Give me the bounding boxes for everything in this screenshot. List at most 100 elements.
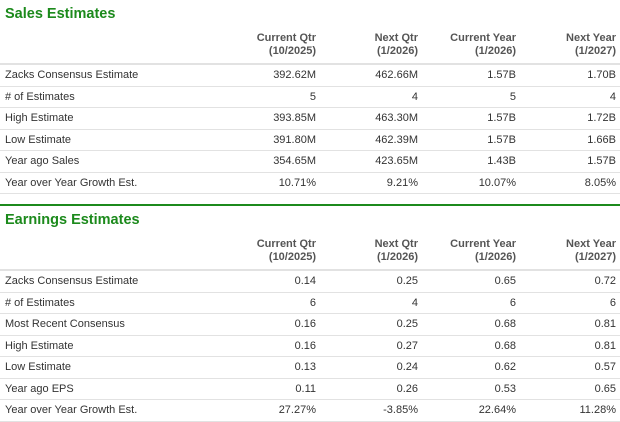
row-label: Most Recent Consensus xyxy=(0,313,218,336)
column-header: Next Year (1/2027) xyxy=(520,32,620,65)
table-row: Low Estimate 391.80M 462.39M 1.57B 1.66B xyxy=(0,129,620,151)
sales-estimates-table: Current Qtr (10/2025) Next Qtr (1/2026) Curr… xyxy=(0,32,620,194)
earnings-estimates-table: Current Qtr (10/2025) Next Qtr (1/2026) Curr… xyxy=(0,238,620,422)
cell-value: 0.25 xyxy=(320,270,422,293)
section-divider xyxy=(0,204,620,206)
cell-value: 27.27% xyxy=(218,399,320,422)
column-label: Current Year xyxy=(450,32,516,44)
cell-value: 5 xyxy=(422,86,520,108)
table-row: High Estimate 393.85M 463.30M 1.57B 1.72B xyxy=(0,107,620,130)
row-label: High Estimate xyxy=(0,335,218,357)
table-row: Year ago Sales 354.65M 423.65M 1.43B 1.57B xyxy=(0,150,620,173)
column-label: Next Qtr xyxy=(374,32,418,44)
cell-value: 0.14 xyxy=(218,270,320,293)
cell-value: 22.64% xyxy=(422,399,520,422)
column-header: Current Qtr (10/2025) xyxy=(218,238,320,271)
cell-value: 393.85M xyxy=(218,107,320,130)
row-label: High Estimate xyxy=(0,107,218,130)
column-label: Next Year xyxy=(566,32,616,44)
table-row: Zacks Consensus Estimate 392.62M 462.66M 1.… xyxy=(0,64,620,87)
cell-value: 1.72B xyxy=(520,107,620,130)
column-header: Current Year (1/2026) xyxy=(422,32,520,65)
row-label: Zacks Consensus Estimate xyxy=(0,64,218,87)
sales-estimates-section: Sales Estimates Current Qtr (10/2025) Next… xyxy=(0,0,620,194)
column-label: Current Qtr xyxy=(256,238,316,250)
row-label: Zacks Consensus Estimate xyxy=(0,270,218,293)
cell-value: 8.05% xyxy=(520,172,620,194)
table-row: High Estimate 0.16 0.27 0.68 0.81 xyxy=(0,335,620,357)
column-label: Current Year xyxy=(450,238,516,250)
cell-value: 6 xyxy=(422,292,520,314)
column-period: (1/2026) xyxy=(377,45,418,57)
cell-value: 5 xyxy=(218,86,320,108)
header-row: Current Qtr (10/2025) Next Qtr (1/2026) Curr… xyxy=(0,32,620,65)
cell-value: 10.71% xyxy=(218,172,320,194)
cell-value: 0.24 xyxy=(320,356,422,379)
row-label: Year over Year Growth Est. xyxy=(0,399,218,422)
header-empty xyxy=(0,32,218,65)
header-row: Current Qtr (10/2025) Next Qtr (1/2026) Curr… xyxy=(0,238,620,271)
column-period: (1/2026) xyxy=(475,45,516,57)
cell-value: 462.66M xyxy=(320,64,422,87)
cell-value: 4 xyxy=(320,292,422,314)
cell-value: 1.57B xyxy=(422,64,520,87)
column-header: Next Qtr (1/2026) xyxy=(320,32,422,65)
table-row: Most Recent Consensus 0.16 0.25 0.68 0.81 xyxy=(0,313,620,336)
column-header: Current Year (1/2026) xyxy=(422,238,520,271)
cell-value: 6 xyxy=(218,292,320,314)
section-title: Sales Estimates xyxy=(5,6,116,22)
cell-value: 392.62M xyxy=(218,64,320,87)
header-empty xyxy=(0,238,218,271)
cell-value: 0.16 xyxy=(218,313,320,336)
row-label: Low Estimate xyxy=(0,356,218,379)
cell-value: 1.57B xyxy=(422,129,520,151)
cell-value: 354.65M xyxy=(218,150,320,173)
column-header: Current Qtr (10/2025) xyxy=(218,32,320,65)
cell-value: 463.30M xyxy=(320,107,422,130)
row-label: Year over Year Growth Est. xyxy=(0,172,218,194)
cell-value: 462.39M xyxy=(320,129,422,151)
cell-value: 0.26 xyxy=(320,378,422,400)
cell-value: 1.57B xyxy=(422,107,520,130)
cell-value: 391.80M xyxy=(218,129,320,151)
table-row: Year over Year Growth Est. 10.71% 9.21% 10.… xyxy=(0,172,620,194)
cell-value: 0.62 xyxy=(422,356,520,379)
row-label: Year ago EPS xyxy=(0,378,218,400)
cell-value: 0.68 xyxy=(422,335,520,357)
row-label: # of Estimates xyxy=(0,86,218,108)
column-period: (1/2027) xyxy=(575,45,616,57)
table-row: Low Estimate 0.13 0.24 0.62 0.57 xyxy=(0,356,620,379)
cell-value: 0.65 xyxy=(520,378,620,400)
cell-value: 1.57B xyxy=(520,150,620,173)
cell-value: 0.68 xyxy=(422,313,520,336)
cell-value: -3.85% xyxy=(320,399,422,422)
row-label: Low Estimate xyxy=(0,129,218,151)
cell-value: 0.11 xyxy=(218,378,320,400)
column-header: Next Year (1/2027) xyxy=(520,238,620,271)
cell-value: 0.16 xyxy=(218,335,320,357)
row-label: # of Estimates xyxy=(0,292,218,314)
cell-value: 1.70B xyxy=(520,64,620,87)
cell-value: 1.66B xyxy=(520,129,620,151)
table-row: Year ago EPS 0.11 0.26 0.53 0.65 xyxy=(0,378,620,400)
cell-value: 0.53 xyxy=(422,378,520,400)
cell-value: 423.65M xyxy=(320,150,422,173)
table-row: # of Estimates 5 4 5 4 xyxy=(0,86,620,108)
column-label: Next Year xyxy=(566,238,616,250)
column-label: Current Qtr xyxy=(256,32,316,44)
cell-value: 10.07% xyxy=(422,172,520,194)
cell-value: 0.81 xyxy=(520,335,620,357)
cell-value: 0.13 xyxy=(218,356,320,379)
cell-value: 0.72 xyxy=(520,270,620,293)
column-period: (10/2025) xyxy=(268,251,316,263)
cell-value: 4 xyxy=(320,86,422,108)
cell-value: 0.81 xyxy=(520,313,620,336)
cell-value: 1.43B xyxy=(422,150,520,173)
column-period: (10/2025) xyxy=(268,45,316,57)
column-period: (1/2026) xyxy=(377,251,418,263)
section-title: Earnings Estimates xyxy=(5,212,140,228)
column-label: Next Qtr xyxy=(374,238,418,250)
cell-value: 9.21% xyxy=(320,172,422,194)
cell-value: 6 xyxy=(520,292,620,314)
column-header: Next Qtr (1/2026) xyxy=(320,238,422,271)
